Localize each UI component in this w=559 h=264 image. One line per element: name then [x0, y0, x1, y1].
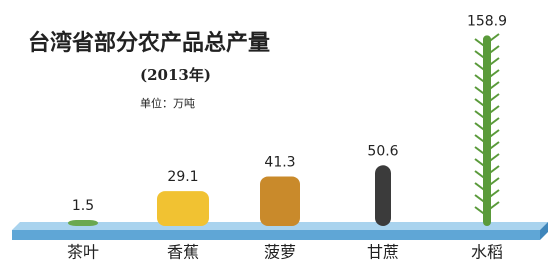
category-label: 甘蔗 [367, 243, 399, 262]
platform-front [12, 230, 540, 240]
category-label: 茶叶 [67, 243, 99, 262]
pictogram [260, 176, 300, 226]
value-label: 41.3 [264, 154, 295, 170]
chart: 台湾省部分农产品总产量 (2013年) 单位：万吨 1.5 茶叶 29.1 香蕉 41.… [0, 0, 559, 264]
category-label: 水稻 [471, 243, 503, 262]
value-label: 158.9 [467, 13, 507, 29]
category-label: 菠萝 [264, 243, 296, 262]
pictogram [68, 220, 98, 226]
pictogram [375, 165, 391, 226]
value-label: 50.6 [367, 143, 398, 159]
value-label: 1.5 [72, 198, 94, 214]
chart-subtitle: (2013年) [140, 66, 211, 84]
value-label: 29.1 [167, 169, 198, 185]
pictogram [157, 191, 209, 226]
unit-label: 单位：万吨 [140, 96, 195, 110]
category-label: 香蕉 [167, 243, 199, 262]
chart-title: 台湾省部分农产品总产量 [28, 30, 270, 56]
